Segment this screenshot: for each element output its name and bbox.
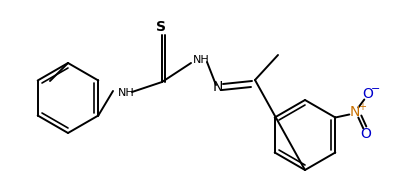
Text: +: + [358, 102, 366, 112]
Text: S: S [156, 20, 166, 34]
Text: NH: NH [193, 55, 210, 65]
Text: O: O [360, 128, 371, 142]
Text: N: N [350, 105, 361, 119]
Text: −: − [371, 84, 380, 94]
Text: N: N [213, 80, 223, 94]
Text: NH: NH [118, 88, 135, 98]
Text: O: O [362, 88, 373, 101]
